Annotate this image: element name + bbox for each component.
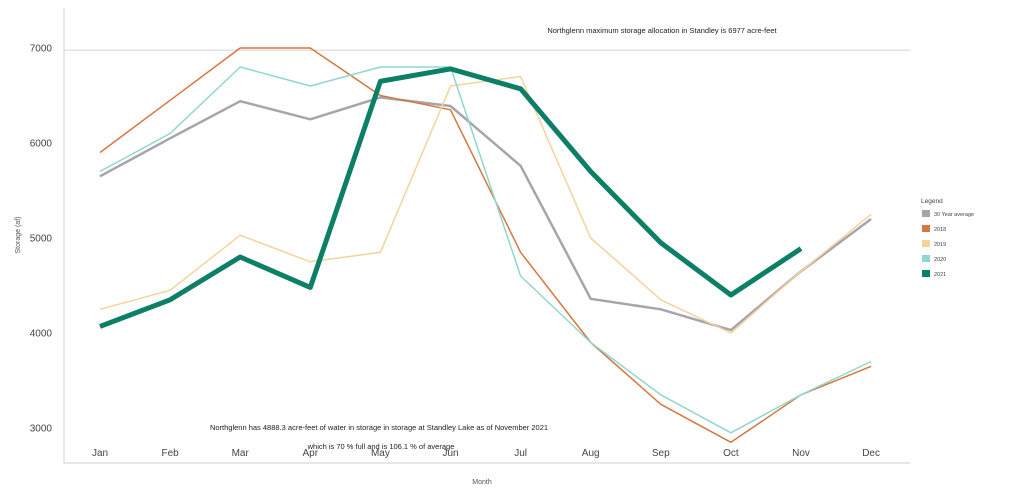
legend-swatch [922, 225, 930, 232]
x-tick-label: Oct [723, 448, 739, 459]
x-tick-label: Dec [862, 448, 880, 459]
y-tick-labels: 3000 4000 5000 6000 7000 [30, 44, 53, 435]
legend-label: 2019 [934, 242, 946, 248]
y-tick-label: 7000 [30, 44, 53, 55]
x-axis-title: Month [472, 479, 492, 486]
legend-swatch [922, 255, 930, 262]
x-tick-labels: Jan Feb Mar Apr May Jun Jul Aug Sep Oct Nov Dec [92, 448, 880, 459]
series-line-2021 [99, 66, 803, 329]
storage-summary-line-2: which is 70 % full and is 106.1 % of ave… [307, 442, 455, 451]
legend-label: 2020 [934, 257, 946, 263]
x-tick-label: Jan [92, 448, 108, 459]
x-tick-label: Apr [303, 448, 319, 459]
y-axis-title: Storage (af) [15, 217, 22, 254]
y-tick-label: 4000 [30, 329, 53, 340]
legend: Legend 30 Year average 2018 2019 2020 2021 [921, 198, 974, 278]
legend-swatch [922, 270, 930, 277]
y-tick-label: 3000 [30, 424, 53, 435]
series-line-30-year-average [99, 96, 872, 332]
max-allocation-annotation: Northglenn maximum storage allocation in… [547, 26, 777, 35]
series-line-2018 [99, 47, 872, 444]
x-tick-label: Aug [582, 448, 600, 459]
legend-label: 30 Year average [934, 212, 974, 218]
x-tick-label: Jun [442, 448, 458, 459]
legend-swatch [922, 210, 930, 217]
axes [63, 8, 910, 464]
series-lines [99, 47, 872, 444]
y-tick-label: 6000 [30, 139, 53, 150]
x-tick-label: May [371, 448, 390, 459]
legend-swatch [922, 240, 930, 247]
x-tick-label: Sep [652, 448, 670, 459]
x-tick-label: Feb [161, 448, 179, 459]
x-tick-label: Mar [232, 448, 250, 459]
x-tick-label: Nov [792, 448, 810, 459]
storage-summary-line-1: Northglenn has 4888.3 acre-feet of water… [210, 423, 548, 432]
x-tick-label: Jul [514, 448, 527, 459]
y-tick-label: 5000 [30, 234, 53, 245]
series-line-2020 [99, 66, 872, 434]
legend-label: 2018 [934, 227, 946, 233]
legend-label: 2021 [934, 272, 946, 278]
legend-title: Legend [921, 198, 943, 205]
